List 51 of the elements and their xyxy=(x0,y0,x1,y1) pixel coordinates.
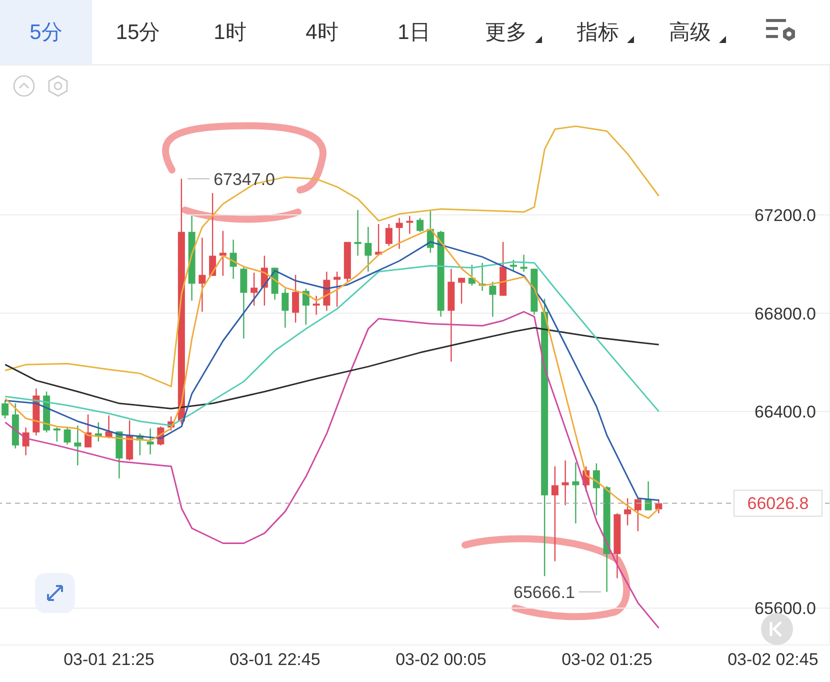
candlestick xyxy=(624,498,632,526)
x-tick-label: 03-01 22:45 xyxy=(230,650,320,670)
line-series xyxy=(4,261,660,426)
candlestick xyxy=(74,424,82,466)
candlestick xyxy=(634,498,642,532)
candlestick xyxy=(354,209,362,256)
y-tick-label: 67200.0 xyxy=(754,206,816,225)
line-series xyxy=(4,310,660,629)
candlestick xyxy=(655,498,662,514)
candlestick xyxy=(312,295,320,316)
y-tick-label: 65600.0 xyxy=(754,599,816,618)
ref-line-label: 66026.8 xyxy=(747,494,809,514)
candlestick xyxy=(551,466,558,562)
text: 更多 xyxy=(485,20,527,46)
candlestick xyxy=(510,259,517,272)
candlestick xyxy=(250,272,258,306)
y-tick-label: 66800.0 xyxy=(754,304,816,324)
candlestick xyxy=(572,462,580,524)
candlestick xyxy=(562,460,569,506)
x-tick-label: 03-02 00:05 xyxy=(396,650,486,670)
candlestick xyxy=(489,281,496,318)
text: 高级 xyxy=(669,20,711,46)
candlestick xyxy=(198,237,206,312)
candlestick xyxy=(334,271,341,308)
candlestick xyxy=(416,217,424,232)
line-series xyxy=(4,125,660,388)
candlestick xyxy=(53,426,60,442)
text: 指标 xyxy=(577,20,619,46)
candlestick xyxy=(396,217,403,250)
text: 1日 xyxy=(398,20,430,46)
x-tick-label: 03-01 21:25 xyxy=(64,650,154,670)
text: 5分 xyxy=(30,20,62,46)
text: 1时 xyxy=(214,20,246,46)
candlestick xyxy=(385,223,392,246)
candlestick xyxy=(292,274,300,324)
text: 15分 xyxy=(116,20,160,46)
annotation: 65666.1 xyxy=(513,582,575,602)
text: 4时 xyxy=(306,20,338,46)
candlestick xyxy=(282,288,289,328)
y-tick-label: 66400.0 xyxy=(754,402,816,422)
candlestick xyxy=(209,192,216,276)
candlestick xyxy=(2,400,9,420)
annotation: 67347.0 xyxy=(214,170,276,189)
x-tick-label: 03-02 02:45 xyxy=(728,650,818,670)
candlestick xyxy=(406,215,414,234)
candlestick xyxy=(458,277,466,304)
line-series xyxy=(4,326,660,410)
candlestick xyxy=(64,426,71,446)
candlestick xyxy=(146,428,154,455)
candlestick xyxy=(364,226,372,272)
x-tick-label: 03-02 01:25 xyxy=(562,650,652,670)
